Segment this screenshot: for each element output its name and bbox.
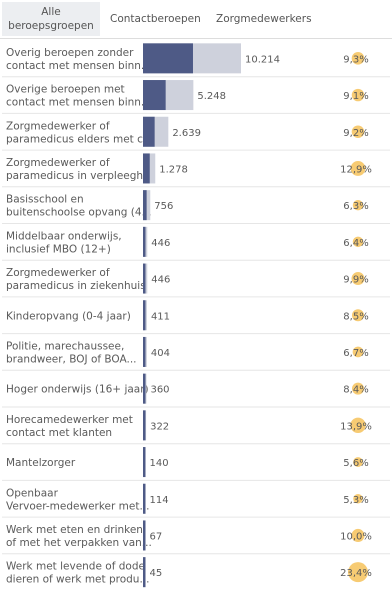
- percentage-marker: [353, 493, 363, 504]
- percentage-label: 12,9%: [340, 164, 372, 175]
- row-label: inclusief MBO (12+): [6, 243, 111, 255]
- row-label: paramedicus in ziekenhuis: [6, 280, 146, 292]
- bar-contact: [143, 300, 146, 331]
- tab-all-occupation-groups[interactable]: Alle beroepsgroepen: [2, 2, 100, 36]
- bar-value-label: 67: [150, 531, 163, 542]
- bar-contact: [143, 263, 146, 294]
- row-label: Mantelzorger: [6, 457, 76, 469]
- bar-value-label: 404: [151, 348, 170, 359]
- percentage-marker: [351, 125, 365, 139]
- percentage-label: 5,3%: [343, 495, 368, 506]
- row-label: Vervoer-medewerker met...: [6, 500, 150, 512]
- bar-value-label: 411: [151, 311, 170, 322]
- bar-value-label: 45: [150, 568, 163, 579]
- percentage-label: 9,3%: [343, 54, 368, 65]
- bar-contact: [143, 520, 146, 551]
- row-label: Werk met levende of dode: [6, 561, 145, 573]
- bar-value-label: 5.248: [197, 91, 226, 102]
- row-label: Zorgmedewerker of: [6, 120, 110, 132]
- percentage-label: 9,9%: [343, 275, 368, 286]
- column-header-care-workers[interactable]: Zorgmedewerkers: [216, 13, 312, 25]
- row-label: Hoger onderwijs (16+ jaar): [6, 384, 149, 396]
- percentage-marker: [352, 199, 364, 211]
- row-label: paramedicus elders met c...: [6, 133, 153, 145]
- bar-contact: [143, 226, 146, 257]
- percentage-label: 10,0%: [340, 531, 372, 542]
- header-divider: [0, 38, 392, 39]
- percentage-label: 9,1%: [343, 91, 368, 102]
- row-label: buitenschoolse opvang (4...: [6, 207, 152, 219]
- row-label: Overige beroepen met: [6, 84, 125, 96]
- row-label: contact met mensen binn...: [6, 60, 151, 72]
- bar-contact: [143, 373, 146, 404]
- percentage-label: 9,2%: [343, 128, 368, 139]
- bar-contact: [143, 447, 146, 478]
- percentage-label: 6,7%: [343, 348, 368, 359]
- percentage-label: 8,5%: [343, 311, 368, 322]
- percentage-marker: [351, 52, 365, 65]
- percentage-marker: [351, 88, 365, 102]
- percentage-marker: [352, 236, 364, 248]
- percentage-label: 6,3%: [343, 201, 368, 212]
- percentage-marker: [350, 161, 366, 176]
- chart-header: Alle beroepsgroepen Contactberoepen Zorg…: [0, 0, 392, 40]
- percentage-label: 6,4%: [343, 238, 368, 249]
- row-label: brandweer, BOJ of BOA...: [6, 353, 137, 365]
- row-label: Zorgmedewerker of: [6, 267, 110, 279]
- row-label: Kinderopvang (0-4 jaar): [6, 310, 131, 322]
- column-header-contact-professions[interactable]: Contactberoepen: [110, 13, 201, 25]
- row-label: Zorgmedewerker of: [6, 157, 110, 169]
- bar-contact: [143, 557, 146, 588]
- bar-value-label: 322: [150, 421, 169, 432]
- bar-contact: [143, 483, 146, 514]
- row-label: Overig beroepen zonder: [6, 47, 134, 59]
- bar-contact: [143, 410, 146, 441]
- percentage-marker: [353, 457, 363, 467]
- percentage-marker: [351, 309, 365, 322]
- row-label: Politie, marechaussee,: [6, 340, 124, 352]
- row-label: dieren of werk met produ...: [6, 574, 149, 586]
- percentage-marker: [351, 272, 365, 286]
- bar-contact: [143, 153, 150, 184]
- row-label: contact met klanten: [6, 427, 112, 439]
- bar-contact: [143, 190, 147, 221]
- percentage-marker: [350, 417, 366, 434]
- bar-value-label: 2.639: [172, 128, 201, 139]
- bar-contact: [143, 80, 166, 111]
- row-label: paramedicus in verpleegh...: [6, 170, 153, 182]
- bar-contact: [143, 336, 146, 367]
- row-label: Werk met eten en drinken: [6, 524, 143, 536]
- bar-value-label: 360: [150, 385, 169, 396]
- row-label: contact met mensen binn...: [6, 97, 151, 109]
- bar-value-label: 1.278: [159, 164, 188, 175]
- percentage-marker: [351, 528, 365, 542]
- row-label: Openbaar: [6, 487, 59, 499]
- bar-value-label: 446: [151, 238, 170, 249]
- row-label: Basisschool en: [6, 194, 84, 206]
- bar-value-label: 10.214: [245, 54, 280, 65]
- bar-contact: [143, 43, 193, 74]
- bar-value-label: 756: [154, 201, 173, 212]
- percentage-label: 13,9%: [340, 421, 372, 432]
- percentage-label: 23,4%: [340, 568, 372, 579]
- bar-value-label: 114: [150, 495, 169, 506]
- bar-table-chart: Overig beroepen zonder contact met mensen…: [0, 40, 392, 600]
- percentage-label: 8,4%: [343, 385, 368, 396]
- row-label: Middelbaar onderwijs,: [6, 230, 122, 242]
- percentage-marker: [348, 562, 368, 583]
- bar-value-label: 140: [150, 458, 169, 469]
- row-label: of met het verpakken van...: [6, 537, 152, 549]
- percentage-marker: [352, 346, 364, 358]
- bar-contact: [143, 116, 155, 147]
- percentage-label: 5,6%: [343, 458, 368, 469]
- bar-value-label: 446: [151, 275, 170, 286]
- row-label: Horecamedewerker met: [6, 414, 133, 426]
- percentage-marker: [352, 382, 364, 395]
